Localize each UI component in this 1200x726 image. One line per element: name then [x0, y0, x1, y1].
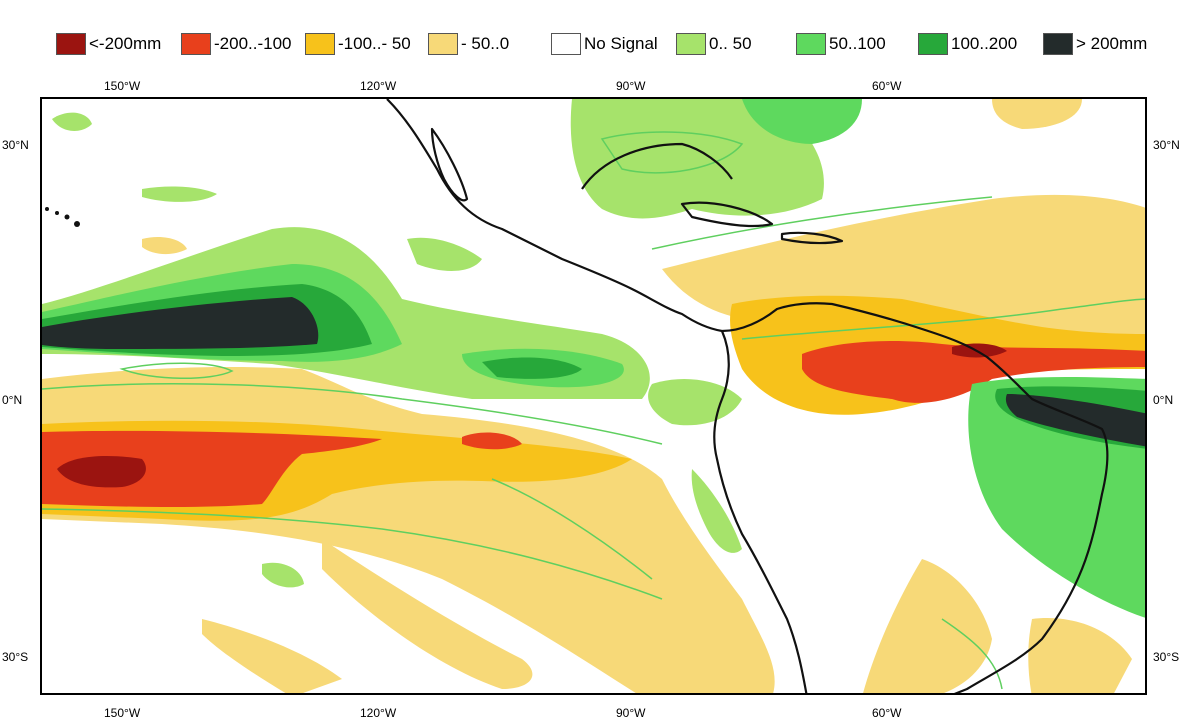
legend-item: -200..-100: [181, 30, 292, 58]
dry-streak-south: [322, 539, 533, 689]
lon-tick-top: 150°W: [104, 79, 141, 93]
legend-swatch: [551, 33, 581, 55]
dry-amazon-strong: [802, 341, 1145, 403]
legend-label: No Signal: [584, 34, 658, 53]
dry-tongue-strong: [42, 430, 382, 508]
wet-brazil-core: [1005, 394, 1145, 447]
legend-label: <-200mm: [89, 34, 162, 53]
wet-patch: [407, 237, 482, 271]
hawaii-islands: [45, 207, 80, 227]
legend-label: 0.. 50: [709, 34, 752, 53]
dry-patch: [992, 99, 1082, 129]
contour-lines: [42, 131, 1145, 690]
lon-tick-top: 90°W: [616, 79, 646, 93]
legend-swatch: [918, 33, 948, 55]
lat-tick-left: 0°N: [2, 393, 23, 407]
dry-streak-south-2: [202, 619, 342, 693]
legend-swatch: [676, 33, 706, 55]
dry-core-extreme: [57, 456, 146, 488]
legend-swatch: [181, 33, 211, 55]
legend-label: > 200mm: [1076, 34, 1148, 53]
legend-item: No Signal: [551, 30, 658, 58]
lon-tick-bottom: 120°W: [360, 706, 397, 720]
lat-tick-left: 30°N: [2, 138, 29, 152]
legend-item: 0.. 50: [676, 30, 752, 58]
legend-label: - 50..0: [461, 34, 510, 53]
legend-swatch: [1043, 33, 1073, 55]
wet-patch-south: [262, 562, 304, 588]
legend-item: - 50..0: [428, 30, 509, 58]
dry-patch-east: [462, 432, 522, 450]
lat-tick-right: 30°S: [1153, 650, 1180, 664]
lat-tick-left: 30°S: [2, 650, 29, 664]
legend-swatch: [796, 33, 826, 55]
legend-label: 50..100: [829, 34, 886, 53]
wet-north-america-inner: [742, 99, 862, 144]
coastline: [386, 99, 1109, 693]
legend-item: -100..- 50: [305, 30, 411, 58]
legend-swatch: [305, 33, 335, 55]
legend-item: 100..200: [918, 30, 1017, 58]
precipitation-anomaly-map: [40, 97, 1147, 695]
legend-label: -200..-100: [214, 34, 292, 53]
lat-tick-right: 30°N: [1153, 138, 1180, 152]
lon-tick-bottom: 60°W: [872, 706, 902, 720]
lat-tick-right: 0°N: [1153, 393, 1174, 407]
legend-swatch: [428, 33, 458, 55]
legend-swatch: [56, 33, 86, 55]
lon-tick-bottom: 90°W: [616, 706, 646, 720]
dry-southern-andes: [863, 559, 992, 693]
lon-tick-top: 60°W: [872, 79, 902, 93]
legend-item: <-200mm: [56, 30, 161, 58]
map-canvas: [42, 99, 1145, 693]
dry-amazon-core: [952, 343, 1007, 358]
wet-patch: [52, 112, 92, 131]
wet-peru-coast: [691, 469, 742, 553]
wet-band-east-core: [482, 357, 582, 379]
wet-core-extreme: [42, 297, 319, 349]
legend-item: 50..100: [796, 30, 886, 58]
lon-tick-bottom: 150°W: [104, 706, 141, 720]
dry-southern-east: [1028, 618, 1132, 693]
dry-patch: [142, 237, 187, 255]
legend-label: 100..200: [951, 34, 1018, 53]
legend-label: -100..- 50: [338, 34, 411, 53]
legend-item: > 200mm: [1043, 30, 1147, 58]
wet-patch: [142, 186, 217, 202]
wet-galapagos: [648, 379, 742, 426]
wet-north-america: [570, 99, 824, 219]
lon-tick-top: 120°W: [360, 79, 397, 93]
